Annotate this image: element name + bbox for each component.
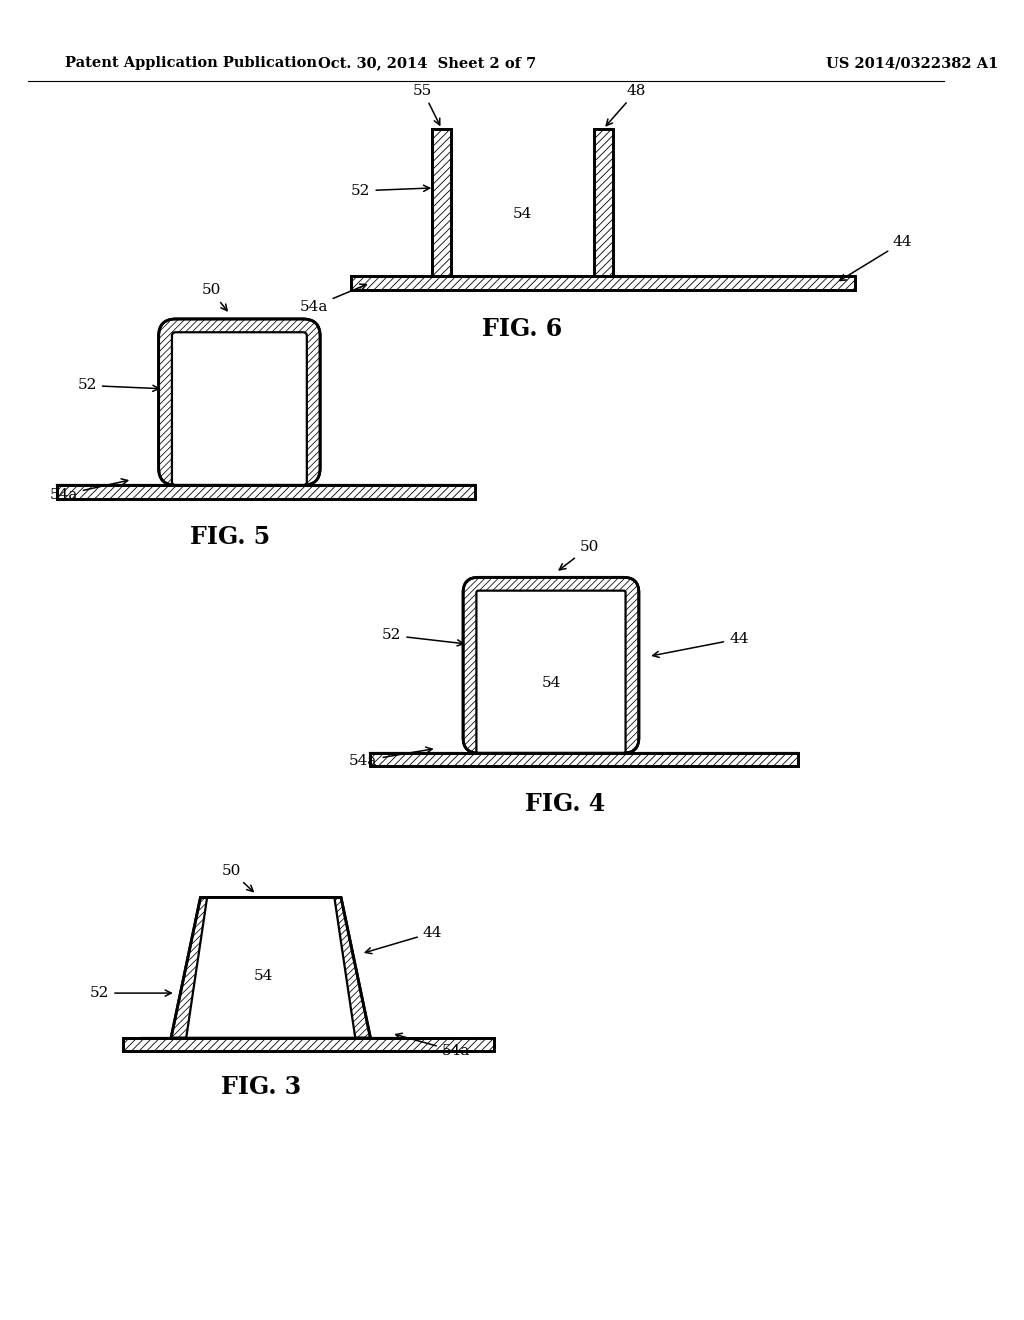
Text: 54: 54: [254, 969, 272, 983]
Text: 54a: 54a: [299, 284, 367, 314]
Text: 50: 50: [559, 540, 599, 570]
Bar: [351, 276, 855, 289]
Bar: [371, 754, 798, 767]
Bar: [351, 276, 855, 289]
Text: FIG. 5: FIG. 5: [189, 524, 270, 549]
Bar: [57, 486, 475, 499]
Text: 48: 48: [606, 84, 646, 125]
Text: 44: 44: [840, 235, 912, 281]
Text: 54a: 54a: [349, 747, 432, 768]
FancyBboxPatch shape: [463, 577, 639, 754]
Text: 54a: 54a: [395, 1034, 470, 1059]
Bar: [57, 486, 475, 499]
Text: Patent Application Publication: Patent Application Publication: [65, 57, 316, 70]
Bar: [594, 129, 612, 276]
Text: 44: 44: [652, 632, 749, 657]
Polygon shape: [186, 898, 355, 1038]
Text: 54a: 54a: [49, 479, 128, 502]
Bar: [124, 1038, 494, 1052]
Bar: [124, 1038, 494, 1052]
Text: 50: 50: [221, 863, 253, 891]
Text: 52: 52: [351, 183, 430, 198]
Bar: [371, 754, 798, 767]
Text: 55: 55: [414, 84, 439, 125]
Bar: [594, 129, 612, 276]
Bar: [432, 129, 452, 276]
Text: FIG. 4: FIG. 4: [525, 792, 605, 816]
Text: 50: 50: [202, 284, 227, 310]
FancyBboxPatch shape: [476, 590, 626, 754]
Text: 54: 54: [542, 676, 561, 690]
Polygon shape: [171, 898, 371, 1038]
FancyBboxPatch shape: [172, 333, 307, 486]
Text: Oct. 30, 2014  Sheet 2 of 7: Oct. 30, 2014 Sheet 2 of 7: [318, 57, 537, 70]
Text: FIG. 6: FIG. 6: [482, 317, 562, 342]
FancyBboxPatch shape: [159, 319, 321, 486]
Text: US 2014/0322382 A1: US 2014/0322382 A1: [826, 57, 998, 70]
Text: FIG. 3: FIG. 3: [221, 1076, 301, 1100]
Text: 52: 52: [78, 379, 159, 392]
Text: 44: 44: [366, 925, 442, 953]
Text: 52: 52: [382, 628, 464, 645]
Text: 54: 54: [513, 207, 532, 222]
Bar: [432, 129, 452, 276]
Text: 52: 52: [90, 986, 171, 1001]
